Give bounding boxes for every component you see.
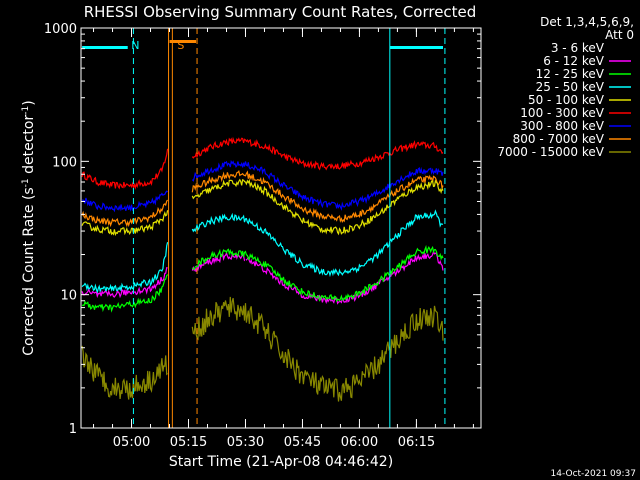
series-line-300-800-kev-0 xyxy=(82,190,168,213)
legend-entry-12-25-kev: 12 - 25 keV xyxy=(536,67,631,81)
x-axis: 05:00 05:15 05:30 05:45 06:00 06:15 xyxy=(93,28,474,450)
x-tick-label: 05:45 xyxy=(284,435,321,450)
series-line-7000-15000-kev-1 xyxy=(191,296,444,402)
y-axis-label-end: ) xyxy=(21,100,37,105)
y-axis-label-sup1: -1 xyxy=(21,178,31,187)
series-line-100-300-kev-0 xyxy=(81,148,169,190)
legend-entry-300-800-kev: 300 - 800 keV xyxy=(520,119,631,133)
chart-title: RHESSI Observing Summary Count Rates, Co… xyxy=(84,3,477,21)
y-tick-label: 10 xyxy=(60,289,77,304)
x-tick-label: 05:30 xyxy=(227,435,264,450)
series-line-100-300-kev-1 xyxy=(191,136,444,171)
legend-entry-6-12-kev: 6 - 12 keV xyxy=(543,54,631,68)
series-line-50-100-kev-1 xyxy=(191,178,444,236)
saa-bar xyxy=(169,40,197,43)
x-tick-label: 06:00 xyxy=(341,435,378,450)
series-line-25-50-kev-0 xyxy=(81,242,169,295)
series-line-6-12-kev-0 xyxy=(81,266,168,299)
legend-label: 12 - 25 keV xyxy=(536,67,605,81)
series-line-3-6-kev-1 xyxy=(191,259,444,359)
y-axis-label-main: Corrected Count Rate (s xyxy=(21,187,37,355)
legend-entry-800-7000-kev: 800 - 7000 keV xyxy=(513,132,631,146)
series-25-50-kev xyxy=(81,209,444,295)
series-50-100-kev xyxy=(81,178,444,237)
legend-label: 7000 - 15000 keV xyxy=(497,145,604,159)
legend-header-line-2: Att 0 xyxy=(605,28,634,42)
night-bar-0 xyxy=(82,46,128,49)
legend-label: 50 - 100 keV xyxy=(528,93,605,107)
y-axis-label: Corrected Count Rate (s-1 detector-1) xyxy=(21,100,37,355)
series-line-3-6-kev-0 xyxy=(81,291,169,365)
series-line-800-7000-kev-0 xyxy=(81,199,169,228)
plot-frame xyxy=(80,27,482,429)
series-3-6-kev xyxy=(81,259,444,365)
annotation-label-n: N xyxy=(131,39,139,52)
series-layer xyxy=(81,136,444,402)
y-tick-label: 1 xyxy=(69,422,77,437)
y-axis-label-mid: detector xyxy=(21,115,37,179)
series-line-300-800-kev-1 xyxy=(191,159,444,211)
night-bar-1 xyxy=(389,46,444,49)
y-axis: 1 10 100 1000 xyxy=(44,22,481,437)
legend-label: 6 - 12 keV xyxy=(543,54,605,68)
legend-label: 800 - 7000 keV xyxy=(513,132,605,146)
series-300-800-kev xyxy=(82,159,444,213)
x-tick-label: 05:00 xyxy=(113,435,150,450)
legend-header-line-1: Det 1,3,4,5,6,9, xyxy=(540,15,634,29)
legend-label: 300 - 800 keV xyxy=(520,119,604,133)
y-tick-label: 100 xyxy=(52,155,77,170)
series-line-50-100-kev-0 xyxy=(81,210,169,237)
series-7000-15000-kev xyxy=(81,296,444,402)
series-line-800-7000-kev-1 xyxy=(191,170,444,224)
generated-timestamp: 14-Oct-2021 09:37 xyxy=(551,469,636,479)
x-axis-label: Start Time (21-Apr-08 04:46:42) xyxy=(169,454,393,470)
legend-label: 3 - 6 keV xyxy=(551,41,605,55)
series-line-25-50-kev-1 xyxy=(191,209,444,278)
legend-entry-7000-15000-kev: 7000 - 15000 keV xyxy=(497,145,631,159)
x-tick-label: 06:15 xyxy=(398,435,435,450)
legend-label: 25 - 50 keV xyxy=(536,80,605,94)
y-axis-label-sup2: -1 xyxy=(21,106,31,115)
series-line-7000-15000-kev-0 xyxy=(81,345,168,400)
legend-entry-3-6-kev: 3 - 6 keV xyxy=(551,41,631,55)
legend-entry-100-300-kev: 100 - 300 keV xyxy=(520,106,631,120)
legend-label: 100 - 300 keV xyxy=(520,106,604,120)
series-12-25-kev xyxy=(81,244,444,313)
x-tick-label: 05:15 xyxy=(170,435,207,450)
annotation-label-s: S xyxy=(177,39,184,52)
legend-entry-25-50-kev: 25 - 50 keV xyxy=(536,80,631,94)
y-tick-label: 1000 xyxy=(44,22,77,37)
series-line-12-25-kev-0 xyxy=(81,274,169,313)
series-line-12-25-kev-1 xyxy=(191,244,444,303)
series-800-7000-kev xyxy=(81,170,444,228)
legend-entry-50-100-kev: 50 - 100 keV xyxy=(528,93,631,107)
series-100-300-kev xyxy=(81,136,444,190)
